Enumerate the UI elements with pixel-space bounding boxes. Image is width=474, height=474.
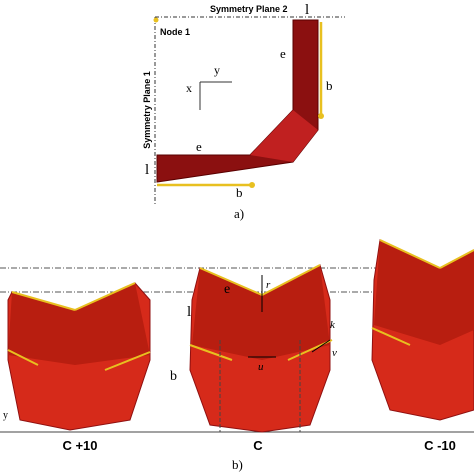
edge: [439, 249, 474, 269]
edge: [74, 282, 136, 311]
flange: [371, 327, 411, 346]
edge: [379, 239, 441, 269]
tube-face: [192, 265, 330, 360]
label: Symmetry Plane 1: [142, 71, 152, 149]
label: Symmetry Plane 2: [210, 4, 288, 14]
flange: [7, 349, 39, 366]
label: l: [145, 162, 149, 178]
flange: [189, 344, 233, 361]
label: l: [305, 2, 309, 18]
edge: [11, 291, 76, 311]
caption: b): [232, 457, 243, 472]
flange-end: [318, 113, 324, 119]
flange: [104, 351, 151, 371]
label: v: [332, 347, 337, 359]
tube-face: [8, 283, 150, 365]
label: Node 1: [160, 27, 190, 37]
label: e: [196, 139, 202, 154]
label: r: [266, 279, 271, 291]
label: e: [224, 282, 230, 297]
flange-end: [249, 182, 255, 188]
label: l: [187, 304, 191, 320]
label: b: [326, 78, 333, 93]
caption: a): [234, 206, 244, 221]
case-label: C: [253, 438, 263, 453]
label: x: [186, 81, 192, 95]
edge: [261, 264, 321, 296]
case-label: C -10: [424, 438, 456, 453]
label: b: [170, 369, 177, 384]
label: e: [280, 46, 286, 61]
node: [153, 17, 159, 23]
arrow: [311, 339, 331, 353]
edge: [199, 267, 263, 296]
corner: [250, 110, 318, 162]
case-label: C +10: [62, 438, 97, 453]
label: u: [258, 361, 264, 373]
label: k: [330, 319, 336, 331]
tube-face: [374, 240, 474, 345]
label: b: [236, 185, 243, 200]
label: y: [214, 63, 220, 77]
label: y: [3, 410, 8, 421]
